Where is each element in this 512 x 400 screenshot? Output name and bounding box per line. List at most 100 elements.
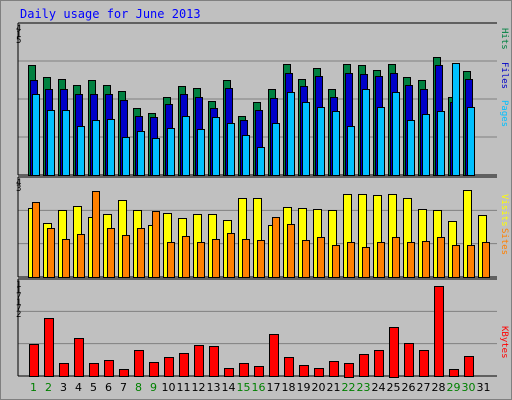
day-label-2: 2	[45, 381, 52, 394]
bar-sites-day-16	[257, 240, 265, 278]
day-label-20: 20	[312, 381, 326, 394]
day-label-14: 14	[222, 381, 236, 394]
bar-pages-day-16	[257, 147, 265, 176]
panel-kbytes-background	[18, 279, 499, 376]
panel-kbytes-scale-label: 7	[16, 292, 21, 302]
bar-kbytes-day-3	[59, 363, 69, 377]
panel-hits-files-pages-scale-label: 5	[16, 36, 21, 46]
day-label-16: 16	[252, 381, 266, 394]
day-label-3: 3	[60, 381, 67, 394]
day-label-4: 4	[75, 381, 82, 394]
bar-pages-day-14	[227, 123, 235, 176]
bar-sites-day-1	[32, 202, 40, 278]
panel-visits-sites-scale-label: 3	[16, 184, 21, 194]
bar-kbytes-day-17	[269, 334, 279, 377]
bar-sites-day-25	[392, 237, 400, 278]
bar-sites-day-10	[167, 242, 175, 278]
bar-pages-day-7	[122, 137, 130, 176]
day-label-8: 8	[135, 381, 142, 394]
bar-kbytes-day-11	[179, 353, 189, 377]
side-label-sites: Sites	[499, 228, 509, 255]
bar-sites-day-9	[152, 211, 160, 278]
day-label-18: 18	[282, 381, 296, 394]
day-label-19: 19	[297, 381, 311, 394]
bar-pages-day-9	[152, 138, 160, 176]
bar-sites-day-12	[197, 242, 205, 278]
bar-sites-day-2	[47, 228, 55, 278]
bar-sites-day-23	[362, 247, 370, 278]
bar-kbytes-day-5	[89, 363, 99, 377]
side-label-hits: Hits	[499, 28, 509, 50]
bar-kbytes-day-20	[314, 368, 324, 377]
bar-kbytes-day-16	[254, 366, 264, 377]
side-label-kbytes: KBytes	[499, 326, 509, 359]
bar-pages-day-13	[212, 117, 220, 176]
bar-kbytes-day-15	[239, 363, 249, 377]
panel-visits-sites-scale-label: 4	[16, 178, 21, 188]
bar-pages-day-6	[107, 119, 115, 176]
bar-pages-day-15	[242, 135, 250, 176]
bar-kbytes-day-13	[209, 346, 219, 377]
day-label-23: 23	[357, 381, 371, 394]
bar-pages-day-12	[197, 129, 205, 176]
day-label-25: 25	[387, 381, 401, 394]
bar-kbytes-day-7	[119, 369, 129, 377]
bar-kbytes-day-23	[359, 354, 369, 377]
bar-sites-day-26	[407, 242, 415, 278]
bar-kbytes-day-30	[464, 356, 474, 377]
bar-sites-day-28	[437, 237, 445, 278]
bar-pages-day-23	[362, 89, 370, 176]
bar-kbytes-day-12	[194, 345, 204, 377]
day-label-30: 30	[462, 381, 476, 394]
bar-sites-day-20	[317, 237, 325, 278]
bar-pages-day-29	[452, 63, 460, 176]
bar-sites-day-19	[302, 240, 310, 278]
bar-sites-day-22	[347, 242, 355, 278]
day-label-13: 13	[207, 381, 221, 394]
bar-sites-day-13	[212, 239, 220, 278]
bar-pages-day-21	[332, 111, 340, 176]
bar-pages-day-27	[422, 114, 430, 176]
bar-pages-day-2	[47, 110, 55, 176]
bar-pages-day-24	[377, 107, 385, 176]
day-label-17: 17	[267, 381, 281, 394]
bar-sites-day-3	[62, 239, 70, 278]
bar-pages-day-10	[167, 128, 175, 176]
side-label-files: Files	[499, 62, 509, 89]
side-label-visits: Visits	[499, 194, 509, 227]
day-label-27: 27	[417, 381, 431, 394]
day-label-7: 7	[120, 381, 127, 394]
bar-sites-day-11	[182, 236, 190, 278]
day-label-6: 6	[105, 381, 112, 394]
day-label-26: 26	[402, 381, 416, 394]
bar-pages-day-3	[62, 110, 70, 176]
bar-pages-day-26	[407, 120, 415, 176]
bar-pages-day-1	[32, 94, 40, 176]
bar-pages-day-4	[77, 126, 85, 176]
bar-sites-day-31	[482, 242, 490, 278]
bar-pages-day-8	[137, 131, 145, 176]
bar-sites-day-5	[92, 191, 100, 278]
bar-kbytes-day-28	[434, 286, 444, 377]
bar-kbytes-day-8	[134, 350, 144, 377]
bar-pages-day-5	[92, 120, 100, 176]
bar-sites-day-17	[272, 217, 280, 278]
day-label-1: 1	[30, 381, 37, 394]
bar-sites-day-30	[467, 245, 475, 278]
panel-hits-files-pages-scale-label: 1	[16, 30, 21, 40]
day-label-12: 12	[192, 381, 206, 394]
bar-kbytes-day-2	[44, 318, 54, 377]
bar-sites-day-24	[377, 242, 385, 278]
panel-kbytes-scale-label: 2	[16, 310, 21, 320]
bar-sites-day-6	[107, 228, 115, 278]
bar-kbytes-day-21	[329, 361, 339, 377]
bar-kbytes-day-24	[374, 350, 384, 377]
day-label-29: 29	[447, 381, 461, 394]
bar-sites-day-21	[332, 245, 340, 278]
day-label-22: 22	[342, 381, 356, 394]
chart-title: Daily usage for June 2013	[20, 7, 201, 21]
day-label-28: 28	[432, 381, 446, 394]
bar-pages-day-20	[317, 107, 325, 176]
bar-kbytes-day-1	[29, 344, 39, 377]
day-label-11: 11	[177, 381, 191, 394]
